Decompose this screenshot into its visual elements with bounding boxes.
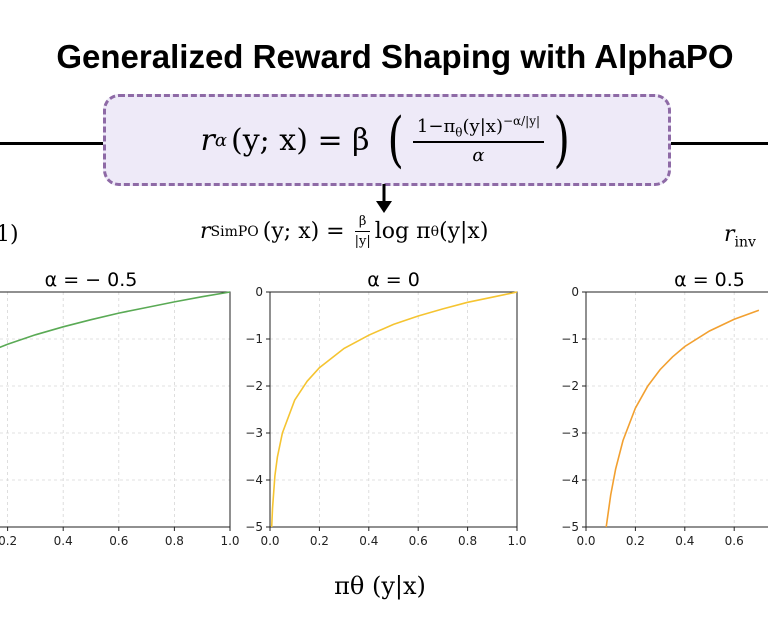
formula-lhs: r	[200, 122, 215, 158]
down-arrow-icon	[376, 184, 392, 213]
x-tick-label: 0.2	[0, 534, 17, 548]
plot-frame	[269, 291, 518, 528]
x-tick-label: 1.0	[507, 534, 526, 548]
x-tick-label: 0.8	[165, 534, 184, 548]
plot-frame	[585, 291, 768, 528]
right-paren: )	[553, 105, 570, 175]
x-axis-label: πθ (y|x)	[334, 572, 426, 600]
inv-formula-fragment: rinv	[724, 222, 756, 251]
series-line-alpha-2	[605, 309, 760, 528]
formula-numerator: 1−πθ(y|x)−α/|y|	[412, 114, 545, 144]
x-tick-label: 0.0	[260, 534, 279, 548]
main-title: Generalized Reward Shaping with AlphaPO	[56, 38, 734, 75]
y-tick-label: −4	[245, 473, 263, 487]
simpo-fraction: β |y|	[354, 214, 371, 249]
series-line-alpha-1	[270, 291, 518, 528]
formula-lhs-sub: α	[214, 129, 228, 151]
y-tick-label: −3	[245, 426, 263, 440]
simpo-formula: r SimPO (y; x) = β |y| log π θ (y|x)	[200, 214, 489, 249]
formula-args: (y; x) = β	[231, 122, 370, 158]
x-tick-label: 0.2	[626, 534, 645, 548]
y-tick-label: 0	[571, 285, 579, 299]
x-tick-label: 0.6	[725, 534, 744, 548]
alpha-charts: α = − 0.5 0.2 0.4 0.6 0.8 1.0 α = 0 0.0 0.2 0.4 0.…	[0, 269, 768, 548]
series-line-alpha-0	[0, 291, 231, 349]
left-paren: (	[387, 105, 404, 175]
left-formula-fragment: 1)	[0, 222, 19, 247]
x-tick-label: 0.8	[458, 534, 477, 548]
x-tick-label: 0.6	[109, 534, 128, 548]
chart-title: α = 0	[367, 269, 420, 291]
formula-fraction: 1−πθ(y|x)−α/|y| α	[412, 114, 545, 167]
left-connector-line	[0, 142, 108, 145]
y-tick-label: 0	[255, 285, 263, 299]
formula-denominator: α	[472, 145, 485, 167]
chart-title: α = 0.5	[674, 269, 745, 291]
x-tick-label: 0.2	[310, 534, 329, 548]
x-tick-label: 0.4	[359, 534, 378, 548]
y-tick-label: −4	[561, 473, 579, 487]
x-tick-label: 1.0	[220, 534, 239, 548]
x-tick-label: 0.0	[576, 534, 595, 548]
y-tick-label: −2	[561, 379, 579, 393]
x-tick-label: 0.6	[409, 534, 428, 548]
x-tick-label: 0.4	[675, 534, 694, 548]
right-connector-line	[666, 142, 768, 145]
chart-title: α = − 0.5	[45, 269, 138, 291]
y-tick-label: −1	[561, 332, 579, 346]
y-tick-label: −5	[245, 520, 263, 534]
y-tick-label: −3	[561, 426, 579, 440]
y-tick-label: −1	[245, 332, 263, 346]
plot-frame	[0, 291, 231, 528]
y-tick-label: −5	[561, 520, 579, 534]
x-tick-label: 0.4	[54, 534, 73, 548]
y-tick-label: −2	[245, 379, 263, 393]
